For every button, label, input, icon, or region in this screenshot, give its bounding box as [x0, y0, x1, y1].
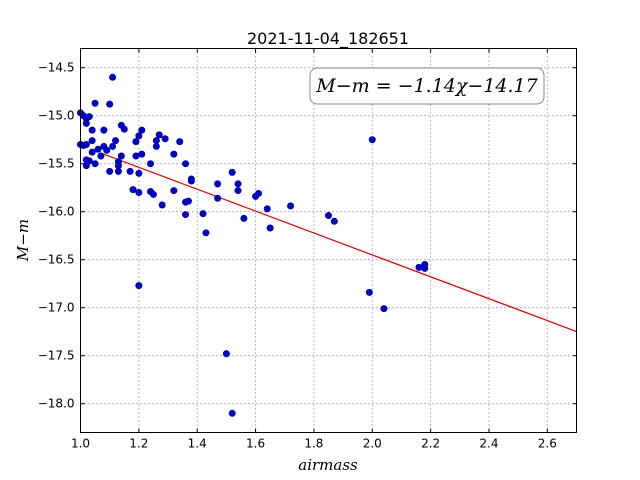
data-point: [135, 189, 143, 197]
grid: [80, 48, 577, 433]
data-point: [222, 350, 230, 358]
y-tick-label: −14.5: [38, 61, 75, 75]
data-point: [91, 99, 99, 107]
data-point: [161, 135, 169, 143]
data-point: [324, 212, 332, 220]
data-point: [88, 126, 96, 134]
data-point: [421, 260, 429, 268]
data-point: [202, 229, 210, 237]
data-point: [234, 187, 242, 195]
x-tick-label: 1.8: [304, 437, 323, 451]
x-axis-label: airmass: [298, 456, 358, 474]
y-tick-label: −15.5: [38, 157, 75, 171]
plot-frame: [80, 48, 577, 433]
data-point: [266, 224, 274, 232]
data-point: [184, 197, 192, 205]
data-point: [126, 167, 134, 175]
data-point: [287, 202, 295, 210]
data-point: [149, 190, 157, 198]
data-point: [88, 137, 96, 145]
data-point: [82, 119, 90, 127]
data-point: [85, 157, 93, 165]
data-point: [170, 187, 178, 195]
x-tick-label: 1.2: [129, 437, 148, 451]
data-point: [182, 160, 190, 168]
x-tick-label: 1.0: [71, 437, 90, 451]
x-tick-label: 1.6: [246, 437, 265, 451]
data-point: [182, 211, 190, 219]
data-point: [109, 142, 117, 150]
y-tick-label: −16.0: [38, 205, 75, 219]
x-tick-label: 1.4: [188, 437, 207, 451]
fit-line-layer: [100, 152, 577, 333]
data-point: [214, 180, 222, 188]
data-point: [152, 137, 160, 145]
legend-box: M−m = −1.14χ−14.17: [309, 67, 545, 105]
data-point: [88, 148, 96, 156]
y-tick-label: −17.5: [38, 349, 75, 363]
data-point: [135, 169, 143, 177]
y-tick-label: −15.0: [38, 109, 75, 123]
x-tick-label: 2.4: [479, 437, 498, 451]
data-point: [254, 189, 262, 197]
annotation-frame: [309, 67, 545, 105]
data-point: [138, 150, 146, 158]
data-point: [91, 160, 99, 168]
data-point: [228, 168, 236, 176]
y-tick-label: −18.0: [38, 397, 75, 411]
data-point: [106, 167, 114, 175]
chart-title: 2021-11-04_182651: [247, 29, 409, 49]
data-point: [97, 152, 105, 160]
data-point: [147, 160, 155, 168]
data-point: [368, 136, 376, 144]
y-tick-label: −17.0: [38, 301, 75, 315]
data-point: [415, 263, 423, 271]
data-point: [380, 305, 388, 313]
data-point: [103, 146, 111, 154]
data-point: [112, 137, 120, 145]
data-point: [170, 150, 178, 158]
data-point: [85, 113, 93, 121]
data-point: [82, 141, 90, 149]
data-point: [132, 138, 140, 146]
data-points: [77, 73, 429, 417]
data-point: [214, 194, 222, 202]
data-point: [114, 162, 122, 170]
fit-equation-annotation: M−m = −1.14χ−14.17: [315, 75, 538, 97]
y-axis-label: M−m: [14, 219, 32, 262]
data-point: [187, 175, 195, 183]
data-point: [100, 126, 108, 134]
data-point: [240, 214, 248, 222]
data-point: [135, 282, 143, 290]
data-point: [132, 152, 140, 160]
data-point: [176, 138, 184, 146]
x-tick-label: 2.0: [363, 437, 382, 451]
y-axis-ticks: −14.5 −15.0 −15.5 −16.0 −16.5 −17.0 −17.5 −18.0: [38, 61, 577, 411]
data-point: [138, 126, 146, 134]
data-point: [263, 205, 271, 213]
data-point: [152, 142, 160, 150]
data-point: [129, 186, 137, 194]
data-point: [114, 167, 122, 175]
data-point: [228, 409, 236, 417]
data-point: [330, 217, 338, 225]
data-point: [234, 180, 242, 188]
data-point: [120, 125, 128, 133]
data-point: [158, 201, 166, 209]
data-point: [109, 73, 117, 81]
fit-line: [100, 152, 577, 333]
x-tick-label: 2.2: [421, 437, 440, 451]
data-point: [117, 152, 125, 160]
data-point: [365, 288, 373, 296]
y-tick-label: −16.5: [38, 253, 75, 267]
data-point: [199, 210, 207, 218]
data-point: [155, 131, 163, 139]
data-point: [135, 132, 143, 140]
data-point: [94, 145, 102, 153]
x-tick-label: 2.6: [538, 437, 557, 451]
data-point: [106, 100, 114, 108]
